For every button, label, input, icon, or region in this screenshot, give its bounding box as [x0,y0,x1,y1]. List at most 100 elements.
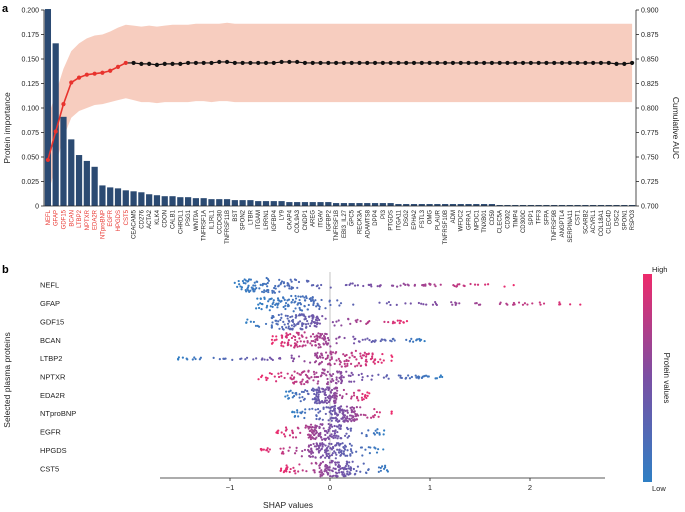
shap-point [252,290,255,293]
shap-point [306,319,309,323]
shap-point [287,343,290,346]
shap-point [335,397,338,401]
shap-point [315,375,318,379]
auc-point-gpc5 [349,60,354,66]
shap-point [330,435,334,438]
shap-point [356,364,359,367]
shap-point [264,376,268,379]
protein-label-gfap: GFAP [40,299,60,308]
shap-point [416,376,419,379]
shap-row-nptxr [257,368,444,386]
shap-point [290,287,293,291]
shap-point [288,287,291,290]
shap-point [298,337,301,340]
shap-point [278,356,282,360]
importance-bar-cd276 [138,192,145,206]
category-label-angptl4: ANGPTL4 [560,209,566,237]
category-label-spon1: SPON1 [622,209,628,230]
shap-point [579,303,582,306]
importance-bar-pi3 [379,203,386,206]
shap-point [282,328,285,331]
shap-point [379,469,382,472]
shap-point [264,322,268,326]
category-label-nefl: NEFL [46,209,52,225]
shap-point [404,377,407,380]
shap-point [330,357,333,360]
shap-point [292,377,295,380]
shap-point [355,358,358,361]
shap-point [367,429,370,432]
shap-point [355,320,358,324]
shap-point [312,339,315,343]
shap-point [341,412,344,415]
auc-point-col9a3 [295,59,300,65]
auc-point-dpp4 [372,60,378,66]
shap-point [285,464,288,467]
shap-point [328,373,331,376]
shap-point [249,320,252,323]
shap-point [294,335,297,339]
importance-bar-ntprobnp [99,185,106,206]
shap-point [300,455,303,458]
importance-bar-gfap [52,43,59,206]
colorbar-gradient [643,274,652,482]
shap-point [293,322,296,326]
shap-point [260,308,263,311]
shap-point [287,325,290,328]
auc-point-calb1 [170,61,175,66]
shap-point [275,302,278,305]
auc-point-fstl3 [419,60,424,66]
shap-point [310,321,313,325]
shap-point [349,427,353,430]
shap-point [303,340,306,343]
shap-point [322,343,325,346]
shap-point [191,358,194,361]
shap-point [338,370,341,373]
importance-bar-itgav [317,202,324,206]
shap-point [320,471,323,474]
category-label-wnt9a: WNT9A [194,210,200,231]
shap-point [335,378,338,381]
shap-point [255,357,258,360]
shap-point [289,467,292,471]
shap-point [416,338,419,341]
shap-point [345,392,348,396]
shap-point [327,397,330,400]
shap-point [315,448,318,451]
shap-point [371,355,374,358]
shap-point [282,471,285,474]
shap-point [349,374,352,378]
shap-point [335,342,338,345]
protein-label-gdf15: GDF15 [40,317,64,326]
protein-label-egfr: EGFR [40,428,61,437]
category-label-itga11: ITGA11 [396,209,402,230]
shap-point [383,320,386,323]
auc-point-rspo3 [630,60,635,66]
shap-point [283,341,286,344]
shap-point [329,286,332,289]
shap-point [349,469,352,472]
shap-point [297,321,300,324]
shap-point [320,298,323,302]
shap-point [350,380,353,383]
auc-point-epha2 [411,60,417,66]
auc-point-tnfrsf10b [443,60,448,66]
shap-point [306,425,309,428]
category-label-ckap4: CKAP4 [287,209,293,229]
shap-point [295,446,298,449]
shap-point [266,278,270,281]
shap-point [348,380,351,383]
shap-point [324,438,327,442]
shap-point [334,411,337,414]
shap-point [277,320,280,323]
shap-point [345,405,349,408]
shap-point [273,291,277,294]
shap-point [339,454,342,457]
shap-point [334,471,338,474]
shap-point [298,306,301,310]
shap-point [345,426,349,429]
shap-point [313,324,316,327]
shap-point [370,416,373,419]
shap-point [265,378,268,382]
